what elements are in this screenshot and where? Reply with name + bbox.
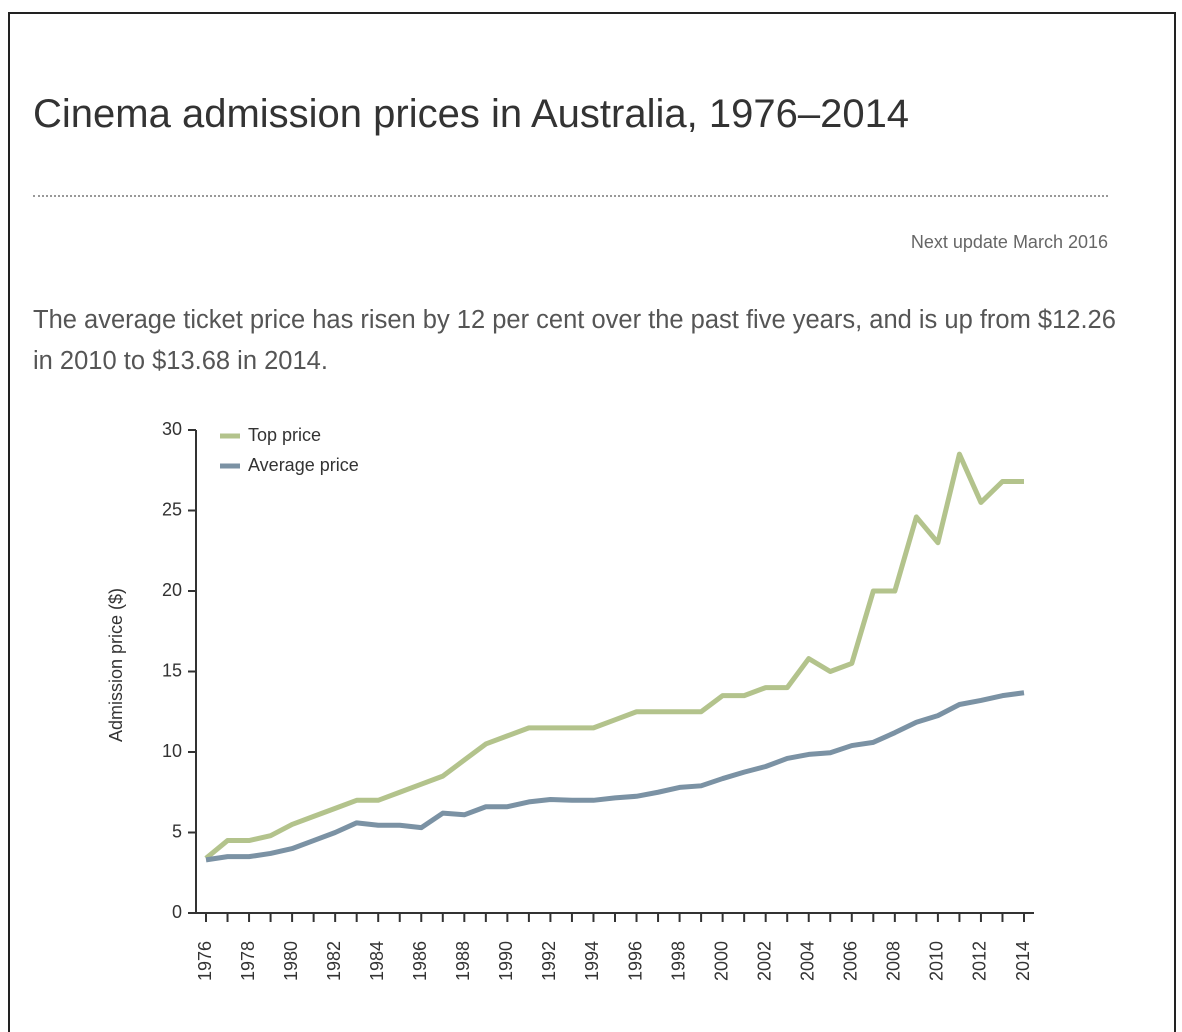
x-tick-label: 2000	[711, 941, 731, 981]
x-tick-label: 2002	[754, 941, 774, 981]
x-tick-label: 1986	[410, 941, 430, 981]
x-tick-label: 1978	[238, 941, 258, 981]
line-series	[205, 690, 1025, 863]
y-tick-label: 10	[162, 741, 182, 761]
y-tick-label: 15	[162, 660, 182, 680]
legend-label: Top price	[248, 425, 321, 445]
x-tick-label: 2006	[841, 941, 861, 981]
y-axis-label: Admission price ($)	[106, 588, 126, 742]
y-tick-label: 5	[172, 821, 182, 841]
x-tick-label: 1982	[324, 941, 344, 981]
y-tick-label: 20	[162, 580, 182, 600]
update-note: Next update March 2016	[910, 232, 1108, 252]
x-tick-label: 2004	[797, 941, 817, 981]
x-tick-label: 1988	[453, 941, 473, 981]
x-tick-label: 2010	[927, 941, 947, 981]
y-tick-label: 30	[162, 419, 182, 439]
y-tick-label: 0	[172, 902, 182, 922]
x-tick-label: 2008	[884, 941, 904, 981]
line-series	[204, 451, 1024, 861]
x-tick-label: 2014	[1013, 941, 1033, 981]
x-tick-label: 1990	[496, 941, 516, 981]
legend-label: Average price	[248, 455, 359, 475]
x-tick-label: 1980	[281, 941, 301, 981]
x-tick-label: 1976	[195, 941, 215, 981]
x-tick-label: 1994	[582, 941, 602, 981]
y-tick-label: 25	[162, 499, 182, 519]
x-tick-label: 1996	[625, 941, 645, 981]
x-tick-label: 1998	[668, 941, 688, 981]
divider	[33, 195, 1108, 197]
page-title: Cinema admission prices in Australia, 19…	[33, 92, 910, 136]
page-frame	[8, 12, 1176, 1032]
x-tick-label: 1984	[367, 941, 387, 981]
x-tick-label: 2012	[970, 941, 990, 981]
x-tick-label: 1992	[539, 941, 559, 981]
summary: The average ticket price has risen by 12…	[33, 306, 1116, 375]
